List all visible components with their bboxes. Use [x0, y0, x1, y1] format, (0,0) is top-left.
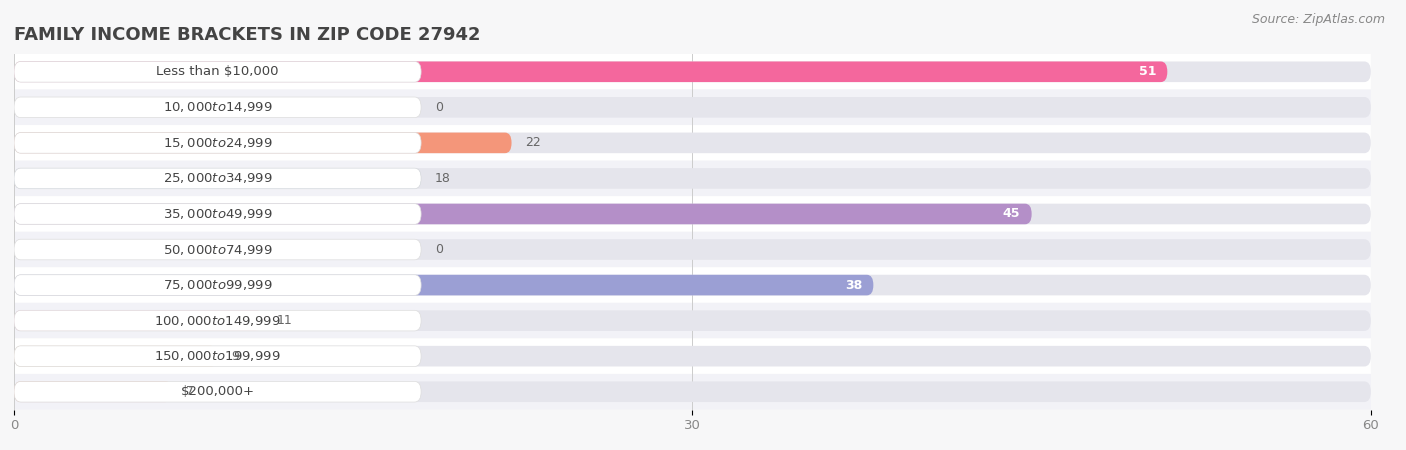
Text: $10,000 to $14,999: $10,000 to $14,999: [163, 100, 273, 114]
FancyBboxPatch shape: [14, 303, 1371, 338]
FancyBboxPatch shape: [14, 204, 422, 224]
Text: 51: 51: [1139, 65, 1156, 78]
Text: $150,000 to $199,999: $150,000 to $199,999: [155, 349, 281, 363]
FancyBboxPatch shape: [14, 310, 263, 331]
FancyBboxPatch shape: [14, 168, 422, 189]
FancyBboxPatch shape: [14, 97, 422, 117]
FancyBboxPatch shape: [14, 346, 422, 366]
FancyBboxPatch shape: [14, 54, 1371, 90]
FancyBboxPatch shape: [14, 204, 1032, 224]
FancyBboxPatch shape: [14, 168, 1371, 189]
FancyBboxPatch shape: [14, 267, 1371, 303]
FancyBboxPatch shape: [14, 382, 1371, 402]
FancyBboxPatch shape: [14, 62, 422, 82]
FancyBboxPatch shape: [14, 239, 422, 260]
Text: $75,000 to $99,999: $75,000 to $99,999: [163, 278, 273, 292]
FancyBboxPatch shape: [14, 133, 422, 153]
FancyBboxPatch shape: [14, 275, 873, 295]
Text: 38: 38: [845, 279, 862, 292]
Text: 9: 9: [231, 350, 239, 363]
Text: $25,000 to $34,999: $25,000 to $34,999: [163, 171, 273, 185]
Text: 0: 0: [434, 243, 443, 256]
FancyBboxPatch shape: [14, 382, 422, 402]
FancyBboxPatch shape: [14, 338, 1371, 374]
Text: 22: 22: [524, 136, 541, 149]
FancyBboxPatch shape: [14, 161, 1371, 196]
FancyBboxPatch shape: [14, 232, 1371, 267]
Text: 45: 45: [1002, 207, 1021, 220]
FancyBboxPatch shape: [14, 374, 1371, 410]
FancyBboxPatch shape: [14, 196, 1371, 232]
FancyBboxPatch shape: [14, 125, 1371, 161]
FancyBboxPatch shape: [14, 310, 1371, 331]
FancyBboxPatch shape: [14, 275, 422, 295]
FancyBboxPatch shape: [14, 346, 1371, 366]
FancyBboxPatch shape: [14, 239, 1371, 260]
FancyBboxPatch shape: [14, 204, 1371, 224]
Text: $50,000 to $74,999: $50,000 to $74,999: [163, 243, 273, 256]
Text: 11: 11: [277, 314, 292, 327]
FancyBboxPatch shape: [14, 133, 1371, 153]
Text: $100,000 to $149,999: $100,000 to $149,999: [155, 314, 281, 328]
FancyBboxPatch shape: [14, 90, 1371, 125]
FancyBboxPatch shape: [14, 275, 1371, 295]
Text: Less than $10,000: Less than $10,000: [156, 65, 278, 78]
FancyBboxPatch shape: [14, 62, 1167, 82]
Text: 18: 18: [434, 172, 450, 185]
FancyBboxPatch shape: [14, 133, 512, 153]
FancyBboxPatch shape: [14, 382, 173, 402]
FancyBboxPatch shape: [14, 310, 422, 331]
Text: $35,000 to $49,999: $35,000 to $49,999: [163, 207, 273, 221]
Text: 7: 7: [186, 385, 194, 398]
FancyBboxPatch shape: [14, 168, 422, 189]
Text: $200,000+: $200,000+: [180, 385, 254, 398]
FancyBboxPatch shape: [14, 97, 1371, 117]
FancyBboxPatch shape: [14, 346, 218, 366]
Text: 0: 0: [434, 101, 443, 114]
Text: FAMILY INCOME BRACKETS IN ZIP CODE 27942: FAMILY INCOME BRACKETS IN ZIP CODE 27942: [14, 26, 481, 44]
Text: $15,000 to $24,999: $15,000 to $24,999: [163, 136, 273, 150]
FancyBboxPatch shape: [14, 62, 1371, 82]
Text: Source: ZipAtlas.com: Source: ZipAtlas.com: [1251, 14, 1385, 27]
